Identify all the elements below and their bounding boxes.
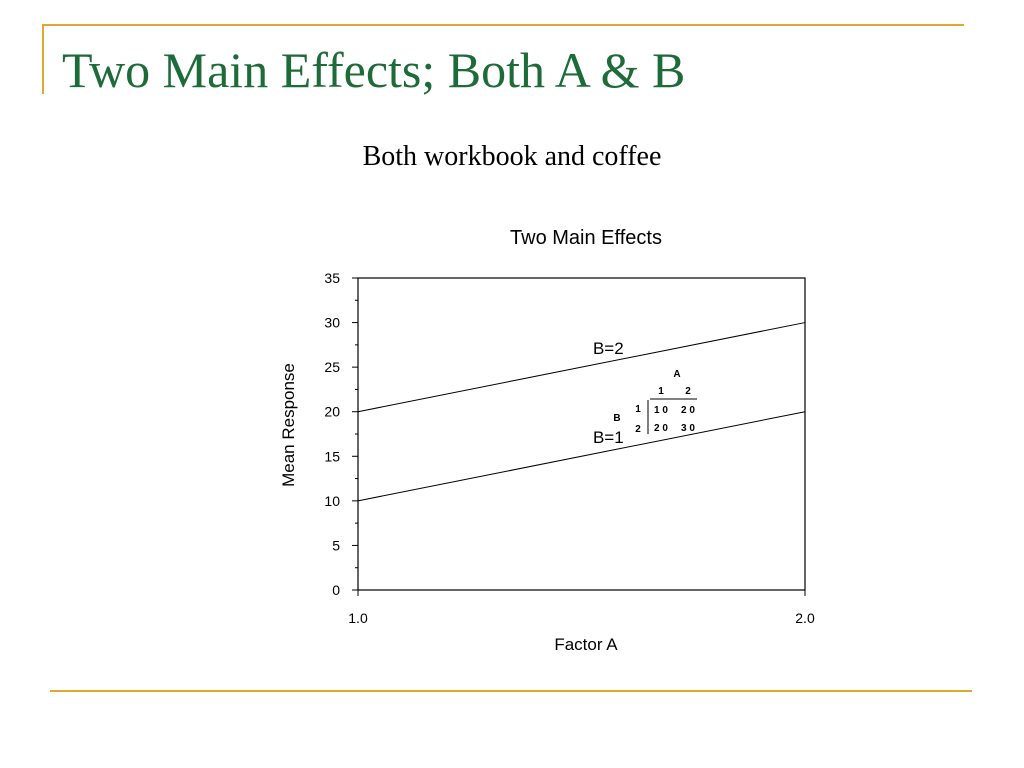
y-axis-label: Mean Response	[279, 363, 298, 487]
y-axis: 0 5 10 15 20 25 30 35	[324, 270, 358, 598]
y-tick-label: 20	[324, 404, 340, 420]
series-label: B=2	[593, 339, 624, 358]
y-tick-label: 10	[324, 493, 340, 509]
inset-row-factor: B	[613, 413, 620, 424]
x-axis: 1.0 2.0	[348, 590, 815, 626]
y-tick-label: 15	[324, 448, 340, 464]
x-axis-label: Factor A	[554, 635, 618, 654]
inset-col-header: 1	[658, 386, 664, 397]
inset-col-factor: A	[673, 369, 680, 380]
plot-frame	[357, 277, 806, 591]
top-accent-rule	[42, 24, 964, 26]
slide-title: Two Main Effects; Both A & B	[62, 42, 686, 98]
inset-data-table: A B 1 2 1 1 0 2 0 2 2 0 3 0	[613, 369, 697, 435]
series-line	[357, 322, 806, 413]
y-tick-label: 5	[332, 537, 340, 553]
series-line	[357, 411, 806, 502]
left-accent-rule	[42, 24, 44, 94]
y-tick-label: 0	[332, 582, 340, 598]
chart-title: Two Main Effects	[510, 227, 662, 249]
y-tick-label: 25	[324, 359, 340, 375]
slide-subtitle: Both workbook and coffee	[362, 141, 662, 172]
y-tick-label: 30	[324, 315, 340, 331]
inset-row-label: 1	[635, 404, 641, 415]
inset-row-label: 2	[635, 424, 641, 435]
inset-cell: 2 0	[654, 423, 668, 434]
series-label: B=1	[593, 428, 624, 447]
bottom-accent-rule	[50, 690, 972, 692]
x-tick-label: 1.0	[348, 610, 368, 626]
series-group: B=1 B=2	[357, 322, 806, 502]
inset-cell: 3 0	[681, 423, 695, 434]
inset-cell: 1 0	[654, 405, 668, 416]
y-tick-label: 35	[324, 270, 340, 286]
inset-col-header: 2	[685, 386, 691, 397]
x-tick-label: 2.0	[795, 610, 815, 626]
inset-cell: 2 0	[681, 405, 695, 416]
